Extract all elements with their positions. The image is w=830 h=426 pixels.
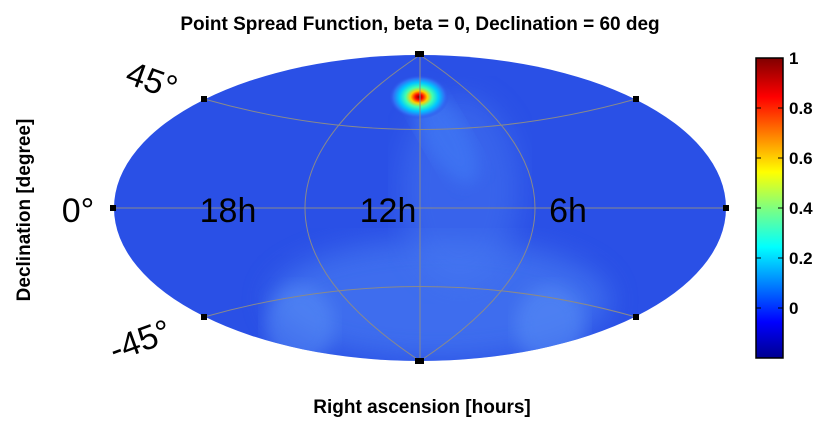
dec-label-45n: 45° [121,54,182,107]
graticule [114,54,726,362]
colorbar: 1 0.8 0.6 0.4 0.2 0 [755,49,813,359]
marker-left [110,205,116,211]
colorbar-tick-label: 0.8 [789,99,813,118]
marker-nw [201,96,207,102]
ra-label-6h: 6h [549,192,587,230]
chart-title: Point Spread Function, beta = 0, Declina… [180,14,659,35]
psf-lobe-southeast [515,285,585,361]
marker-sw [201,314,207,320]
colorbar-tick-label: 0.2 [789,249,813,268]
grid-meridian-west [304,54,421,362]
colorbar-tick-label: 1 [789,49,798,68]
colorbar-ticks: 1 0.8 0.6 0.4 0.2 0 [756,49,813,318]
marker-top [415,51,424,57]
psf-lobe-southwest [265,285,335,361]
marker-ne [633,96,639,102]
y-axis-label: Declination [degree] [14,119,35,302]
colorbar-tick-label: 0.4 [789,199,813,218]
dec-label-0: 0° [62,192,95,230]
boundary-markers [110,51,729,364]
dec-label-45s: -45° [104,312,176,369]
psf-peak [389,75,449,119]
marker-right [723,205,729,211]
sky-map: 18h 12h 6h 45° 0° -45° [62,51,729,370]
grid-meridian-east [419,54,536,362]
psf-features [265,75,610,361]
colorbar-tick-label: 0 [789,299,798,318]
marker-se [633,314,639,320]
ra-label-12h: 12h [360,192,417,230]
marker-bottom [415,358,424,364]
x-axis-label: Right ascension [hours] [313,397,530,418]
colorbar-tick-label: 0.6 [789,149,813,168]
ra-label-18h: 18h [200,192,257,230]
